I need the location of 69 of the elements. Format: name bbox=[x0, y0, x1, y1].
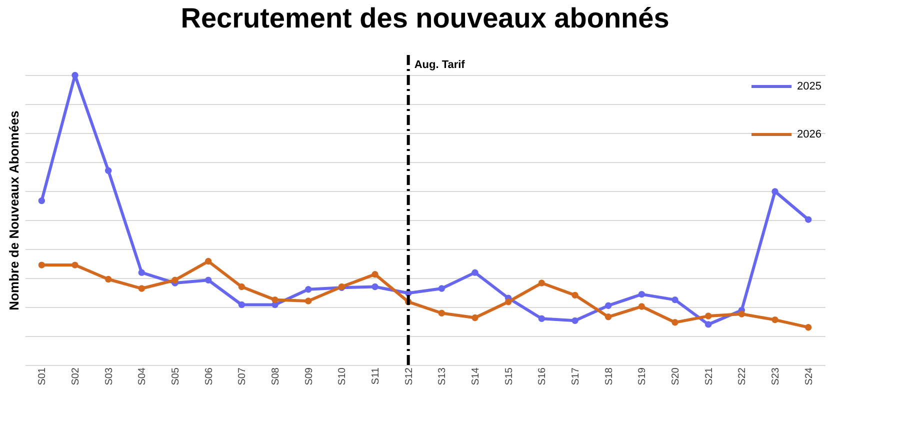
point bbox=[672, 296, 678, 304]
point bbox=[72, 262, 78, 268]
point bbox=[472, 314, 478, 322]
x-tick-label: S23 bbox=[770, 367, 782, 386]
x-tick-label: S02 bbox=[70, 367, 82, 386]
point bbox=[638, 290, 646, 298]
point bbox=[238, 283, 246, 290]
point bbox=[672, 319, 678, 326]
point bbox=[304, 286, 312, 293]
x-tick-label: S11 bbox=[370, 367, 382, 385]
x-tick-label: S19 bbox=[637, 367, 648, 386]
point bbox=[438, 285, 446, 292]
x-tick-label: S24 bbox=[804, 367, 815, 386]
point bbox=[704, 312, 712, 320]
x-tick-label: S01 bbox=[37, 367, 48, 386]
point bbox=[72, 72, 78, 79]
x-tick-label: S15 bbox=[504, 367, 515, 386]
point bbox=[238, 301, 246, 308]
point bbox=[104, 276, 112, 283]
x-tick-label: S03 bbox=[104, 367, 115, 386]
x-tick-label: S08 bbox=[270, 367, 282, 386]
point bbox=[38, 197, 46, 204]
x-tick-label: S09 bbox=[304, 367, 315, 386]
x-tick-label: S05 bbox=[170, 367, 182, 386]
x-tick-label: S17 bbox=[570, 367, 582, 386]
point bbox=[138, 285, 146, 292]
ref-line-label: Aug. Tarif bbox=[414, 59, 466, 71]
point bbox=[772, 188, 778, 195]
point bbox=[172, 276, 178, 284]
point bbox=[272, 296, 278, 304]
point bbox=[804, 216, 812, 223]
legend-label: 2026 bbox=[797, 128, 822, 140]
point bbox=[738, 310, 746, 318]
x-tick-label: S14 bbox=[470, 367, 482, 386]
x-tick-label: S10 bbox=[337, 367, 348, 386]
legend-label: 2025 bbox=[797, 80, 822, 92]
x-tick-label: S18 bbox=[604, 367, 615, 386]
point bbox=[204, 258, 212, 265]
point bbox=[804, 324, 812, 331]
x-tick-label: S04 bbox=[137, 367, 148, 386]
point bbox=[604, 314, 612, 320]
point bbox=[504, 298, 512, 306]
point bbox=[372, 270, 378, 278]
point bbox=[372, 283, 378, 290]
point bbox=[204, 276, 212, 284]
x-tick-label: S12 bbox=[404, 367, 415, 386]
y-axis-title: Nombre de Nouveaux Abonnées bbox=[6, 110, 22, 310]
point bbox=[538, 280, 546, 286]
point bbox=[772, 316, 778, 324]
point bbox=[572, 292, 578, 299]
point bbox=[638, 303, 646, 310]
x-tick-label: S07 bbox=[237, 367, 248, 386]
point bbox=[438, 310, 446, 316]
x-tick-label: S13 bbox=[437, 367, 448, 386]
point bbox=[572, 317, 578, 324]
point bbox=[138, 269, 146, 276]
point bbox=[604, 302, 612, 309]
point bbox=[104, 167, 112, 174]
point bbox=[38, 262, 46, 268]
point bbox=[472, 269, 478, 276]
x-tick-label: S22 bbox=[737, 367, 748, 386]
x-tick-label: S20 bbox=[670, 367, 682, 386]
x-tick-label: S16 bbox=[537, 367, 548, 386]
point bbox=[304, 298, 312, 304]
x-tick-label: S21 bbox=[704, 367, 715, 386]
x-tick-label: S06 bbox=[204, 367, 215, 386]
chart-title: Recrutement des nouveaux abonnés bbox=[180, 2, 670, 34]
point bbox=[704, 321, 712, 328]
point bbox=[538, 315, 546, 322]
